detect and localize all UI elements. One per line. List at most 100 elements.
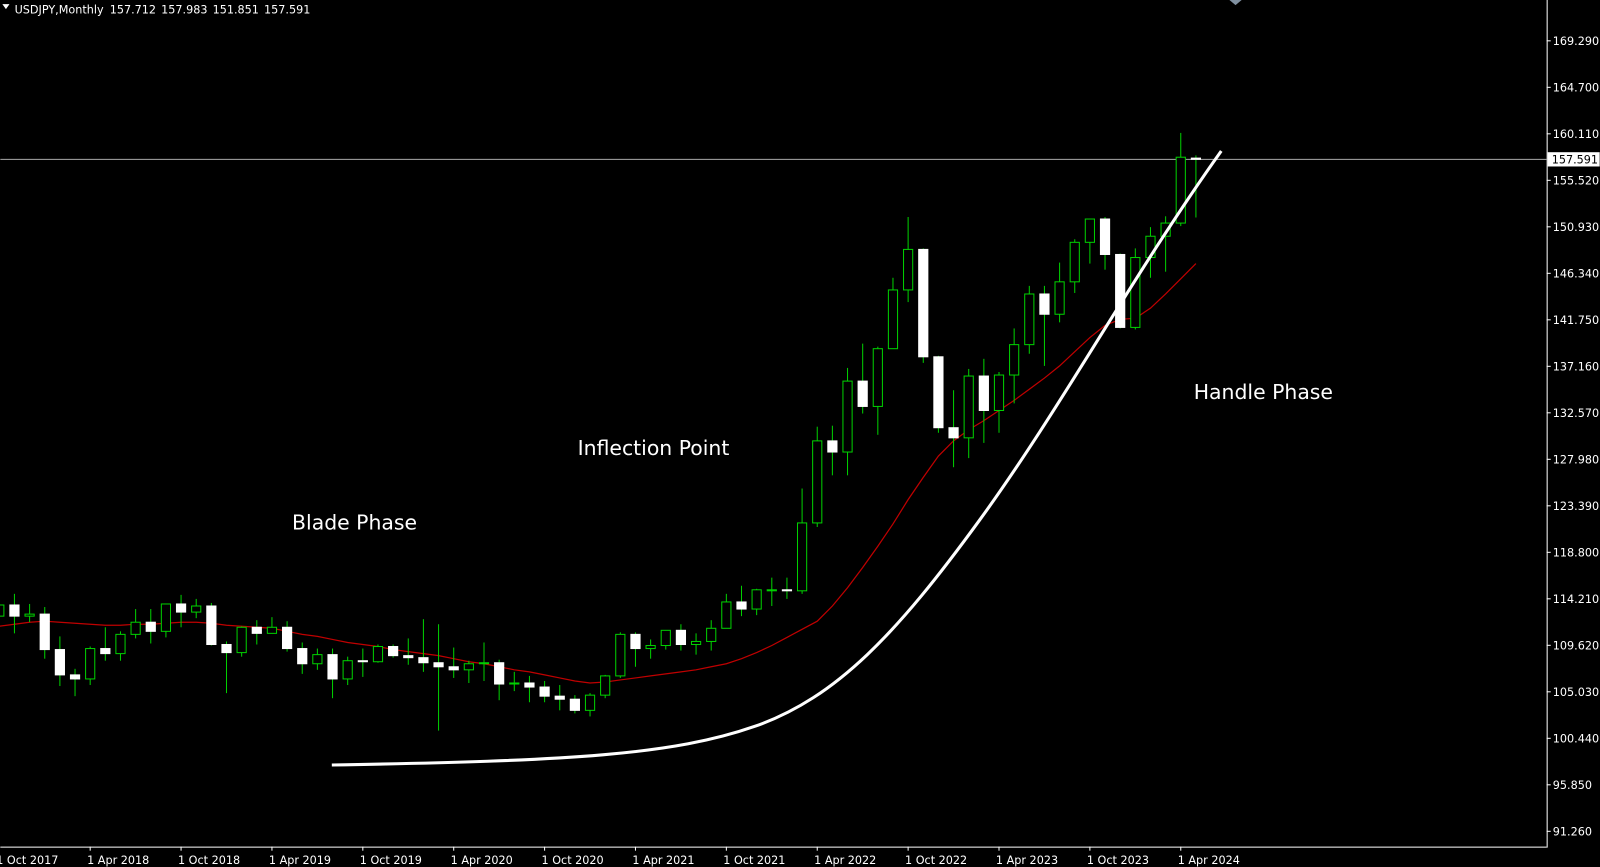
candle-body (736, 601, 747, 610)
candle-body (85, 648, 96, 680)
x-tick-label: 1 Oct 2023 (1087, 854, 1149, 867)
shift-marker[interactable] (1229, 0, 1242, 6)
candle-body (1115, 253, 1126, 328)
y-tick-label: 109.620 (1553, 639, 1599, 652)
candle-body (690, 640, 702, 646)
candle-body (751, 589, 762, 610)
candle-body (509, 682, 520, 685)
candle-body (1084, 218, 1095, 243)
candle-body (812, 440, 823, 524)
y-tick-label: 132.570 (1553, 407, 1599, 420)
candle-body (706, 627, 717, 642)
moving-average-line (0, 263, 1197, 684)
candle-body (918, 248, 929, 358)
y-tick-label: 123.390 (1553, 500, 1599, 513)
annotation: Inflection Point (578, 436, 730, 460)
candle-body (494, 662, 505, 685)
y-tick-label: 146.340 (1553, 267, 1599, 280)
x-tick-label: 1 Oct 2022 (905, 854, 967, 867)
candle-body (448, 666, 459, 671)
candle-body (100, 648, 111, 655)
candle-body (1175, 156, 1186, 224)
candle-body (372, 646, 384, 663)
candle-body (281, 626, 293, 650)
candle-body (766, 589, 777, 592)
candle-body (160, 603, 172, 632)
candle-body (130, 621, 141, 635)
annotation: Handle Phase (1194, 380, 1333, 404)
x-tick-label: 1 Apr 2023 (996, 854, 1058, 867)
candle-body (842, 380, 853, 453)
candle-body (978, 375, 989, 411)
candle-body (24, 613, 35, 617)
candle-body (357, 660, 368, 663)
x-tick-label: 1 Apr 2018 (87, 854, 149, 867)
menu-triangle[interactable] (2, 4, 10, 10)
candle-body (615, 633, 626, 677)
y-tick-label: 127.980 (1553, 453, 1599, 466)
chart-header: USDJPY,Monthly 157.712 157.983 151.851 157.5… (15, 3, 311, 16)
candle-body (478, 662, 490, 665)
x-tick-label: 1 Apr 2019 (269, 854, 331, 867)
candle-body (463, 663, 474, 671)
x-tick-label: 1 Apr 2020 (451, 854, 513, 867)
candle-body (1054, 281, 1065, 315)
candle-body (0, 604, 5, 617)
candle-body (418, 657, 429, 664)
y-tick-label: 160.110 (1553, 128, 1599, 141)
candle-body (388, 646, 399, 657)
candle-body (721, 601, 732, 629)
candle-body (963, 375, 974, 439)
candle-body (433, 662, 444, 668)
candle-body (660, 629, 671, 647)
candle-body (191, 605, 202, 613)
cup-curve-drawing (331, 150, 1223, 767)
candle-body (69, 674, 81, 680)
candle-body (327, 654, 338, 680)
y-tick-label: 141.750 (1553, 314, 1599, 327)
candle-body (827, 440, 838, 453)
x-tick-label: 1 Apr 2021 (632, 854, 694, 867)
symbol: USDJPY,Monthly (15, 3, 104, 16)
candle-body (39, 613, 50, 651)
candle-body (569, 698, 580, 711)
x-tick-label: 1 Oct 2017 (0, 854, 58, 867)
x-tick-label: 1 Oct 2019 (360, 854, 422, 867)
candle-body (221, 643, 232, 654)
candle-body (857, 380, 868, 407)
candle-body (1130, 257, 1141, 328)
candle-body (1069, 241, 1080, 283)
y-tick-label: 95.850 (1553, 779, 1592, 792)
candle-body (584, 694, 596, 711)
candle-body (948, 427, 959, 439)
y-tick-label: 150.930 (1553, 221, 1599, 234)
candle-body (887, 289, 899, 350)
candle-body (403, 655, 414, 659)
candle-body (175, 603, 187, 613)
y-tick-label: 114.210 (1553, 593, 1599, 606)
candle-body (781, 589, 793, 592)
candle-body (1160, 222, 1171, 237)
current-price-label: 157.591 (1552, 153, 1598, 166)
candle-body (872, 348, 883, 407)
candle-body (600, 675, 611, 696)
y-tick-label: 169.290 (1553, 35, 1599, 48)
x-tick-label: 1 Apr 2024 (1178, 854, 1240, 867)
open-value: 157.712 (110, 3, 156, 16)
plot-area (0, 132, 1547, 731)
x-tick-label: 1 Oct 2018 (178, 854, 240, 867)
candle-body (115, 633, 126, 655)
candle-body (675, 629, 687, 646)
candle-body (796, 522, 808, 592)
candle-body (342, 660, 353, 680)
high-value: 157.983 (161, 3, 207, 16)
candle-body (206, 605, 217, 646)
candle-body (524, 682, 535, 688)
candle-body (554, 695, 565, 700)
current-price-box (1547, 152, 1600, 167)
y-tick-label: 91.260 (1553, 825, 1592, 838)
candle-body (1024, 293, 1035, 346)
candle-body (933, 356, 944, 429)
x-tick-label: 1 Oct 2021 (723, 854, 785, 867)
